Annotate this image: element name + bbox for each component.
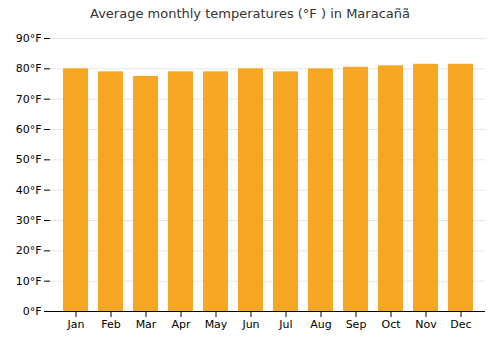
- svg-text:50°F: 50°F: [16, 153, 42, 166]
- svg-text:Mar: Mar: [136, 318, 157, 331]
- svg-text:0°F: 0°F: [23, 305, 42, 318]
- svg-text:60°F: 60°F: [16, 123, 42, 136]
- svg-text:Dec: Dec: [450, 318, 471, 331]
- svg-text:Oct: Oct: [381, 318, 401, 331]
- svg-text:Apr: Apr: [171, 318, 191, 331]
- svg-text:Jul: Jul: [278, 318, 292, 331]
- svg-text:20°F: 20°F: [16, 244, 42, 257]
- svg-text:30°F: 30°F: [16, 214, 42, 227]
- svg-text:80°F: 80°F: [16, 62, 42, 75]
- svg-text:May: May: [205, 318, 228, 331]
- svg-text:Jun: Jun: [241, 318, 259, 331]
- svg-text:40°F: 40°F: [16, 184, 42, 197]
- svg-text:90°F: 90°F: [16, 32, 42, 45]
- svg-text:Sep: Sep: [346, 318, 367, 331]
- svg-text:Aug: Aug: [310, 318, 331, 331]
- svg-text:10°F: 10°F: [16, 275, 42, 288]
- html-text:Average monthly temperatures (: Average monthly temperatures (°F ) in Ma…: [90, 6, 410, 21]
- svg-text:Jan: Jan: [67, 318, 85, 331]
- svg-text:Feb: Feb: [101, 318, 120, 331]
- svg-text:Nov: Nov: [415, 318, 437, 331]
- svg-text:70°F: 70°F: [16, 93, 42, 106]
